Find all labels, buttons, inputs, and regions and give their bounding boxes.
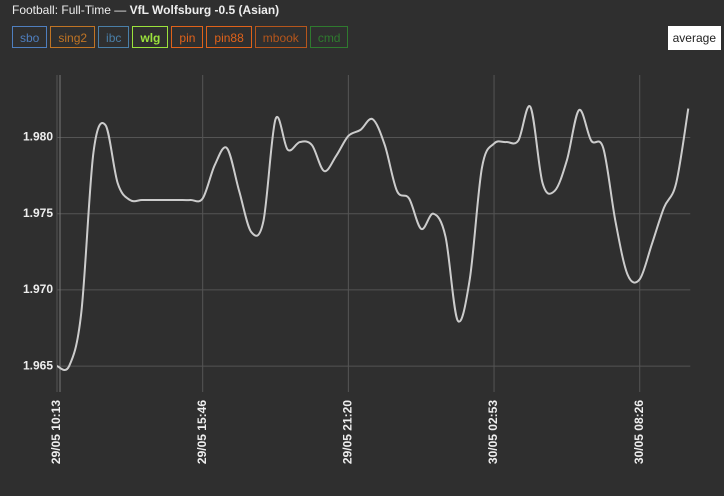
title: Football: Full-Time (12, 3, 111, 17)
y-tick-label: 1.970 (23, 282, 53, 296)
x-tick-label: 29/05 10:13 (49, 400, 63, 464)
x-tick-label: 29/05 15:46 (195, 400, 209, 464)
bookmaker-button[interactable]: sing2 (50, 26, 96, 48)
header: Football: Full-Time — VfL Wolfsburg -0.5… (12, 3, 279, 17)
bookmaker-button[interactable]: cmd (309, 26, 349, 48)
x-tick-label: 29/05 21:20 (341, 400, 355, 464)
x-tick-label: 30/05 08:26 (632, 400, 646, 464)
average-button[interactable]: average (667, 26, 721, 50)
bookmaker-button[interactable]: sbo (12, 26, 48, 48)
bookmaker-button[interactable]: ibc (98, 26, 130, 48)
x-tick-label: 30/05 02:53 (486, 400, 500, 464)
price-line (56, 105, 690, 371)
bookmaker-buttons: sbo sing2 ibc wlg pin pin88 mbook cmd (12, 26, 349, 48)
bookmaker-button[interactable]: mbook (254, 26, 307, 48)
y-tick-label: 1.965 (23, 358, 53, 372)
bookmaker-button[interactable]: wlg (132, 26, 169, 48)
bookmaker-button[interactable]: pin (171, 26, 204, 48)
separator: — (114, 3, 127, 17)
bookmaker-button[interactable]: pin88 (206, 26, 252, 48)
match: VfL Wolfsburg -0.5 (Asian) (129, 3, 280, 17)
y-tick-label: 1.975 (23, 206, 53, 220)
y-tick-label: 1.980 (23, 130, 53, 144)
